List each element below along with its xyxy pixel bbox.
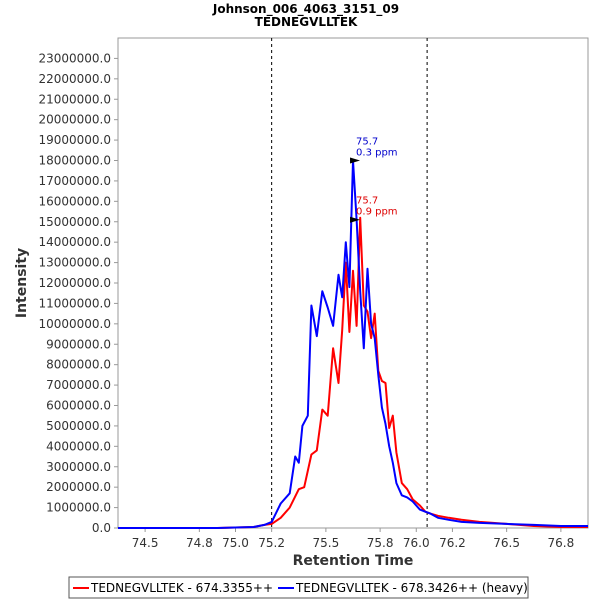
y-tick-label: 0.0 <box>92 521 111 535</box>
peak-marker <box>350 216 361 223</box>
y-tick-label: 1000000.0 <box>46 501 111 515</box>
peak-ppm-label: 0.9 ppm <box>356 207 398 218</box>
series-line-heavy <box>118 159 588 529</box>
y-tick-label: 12000000.0 <box>38 276 111 290</box>
peak-rt-label: 75.7 <box>356 196 378 207</box>
y-tick-label: 23000000.0 <box>38 51 111 65</box>
y-tick-label: 5000000.0 <box>46 419 111 433</box>
x-tick-label: 74.8 <box>186 536 213 550</box>
x-tick-label: 75.8 <box>367 536 394 550</box>
y-tick-label: 2000000.0 <box>46 480 111 494</box>
peak-rt-label: 75.7 <box>356 137 378 148</box>
legend-box <box>68 576 529 599</box>
y-tick-label: 7000000.0 <box>46 378 111 392</box>
x-tick-label: 75.2 <box>258 536 285 550</box>
y-tick-label: 4000000.0 <box>46 439 111 453</box>
peak-boundaries <box>271 38 428 528</box>
x-axis-label: Retention Time <box>293 553 414 569</box>
y-tick-label: 9000000.0 <box>46 337 111 351</box>
legend-entry-light: TEDNEGVLLTEK - 674.3355++ <box>90 581 273 595</box>
peak-marker <box>350 157 361 164</box>
y-tick-label: 6000000.0 <box>46 399 111 413</box>
legend: TEDNEGVLLTEK - 674.3355++ TEDNEGVLLTEK -… <box>68 576 529 599</box>
y-tick-label: 20000000.0 <box>38 113 111 127</box>
y-tick-label: 22000000.0 <box>38 72 111 86</box>
x-axis: 74.5 74.8 75.0 75.2 75.5 75.8 76.0 76.2 76.5 76.8 <box>132 528 574 550</box>
chart-subtitle: TEDNEGVLLTEK <box>255 15 358 29</box>
y-tick-label: 19000000.0 <box>38 133 111 147</box>
legend-entry-heavy: TEDNEGVLLTEK - 678.3426++ (heavy) <box>295 581 528 595</box>
x-tick-label: 76.2 <box>439 536 466 550</box>
x-tick-label: 76.0 <box>403 536 430 550</box>
y-axis-label: Intensity <box>14 248 30 318</box>
peak-ppm-label: 0.3 ppm <box>356 148 398 159</box>
y-tick-label: 17000000.0 <box>38 174 111 188</box>
x-tick-label: 76.5 <box>493 536 520 550</box>
y-tick-label: 21000000.0 <box>38 92 111 106</box>
chart-title: Johnson_006_4063_3151_09 <box>212 2 399 17</box>
series-layer <box>118 159 588 529</box>
x-tick-label: 75.0 <box>222 536 249 550</box>
x-tick-label: 76.8 <box>548 536 575 550</box>
y-tick-label: 16000000.0 <box>38 194 111 208</box>
y-tick-label: 15000000.0 <box>38 215 111 229</box>
y-tick-label: 10000000.0 <box>38 317 111 331</box>
y-tick-label: 11000000.0 <box>38 296 111 310</box>
y-tick-label: 3000000.0 <box>46 460 111 474</box>
y-tick-label: 8000000.0 <box>46 358 111 372</box>
y-tick-label: 13000000.0 <box>38 256 111 270</box>
y-axis: 0.0 1000000.0 2000000.0 3000000.0 4000000.0 5… <box>38 51 118 535</box>
y-tick-label: 14000000.0 <box>38 235 111 249</box>
x-tick-label: 74.5 <box>132 536 159 550</box>
y-tick-label: 18000000.0 <box>38 154 111 168</box>
x-tick-label: 75.5 <box>313 536 340 550</box>
